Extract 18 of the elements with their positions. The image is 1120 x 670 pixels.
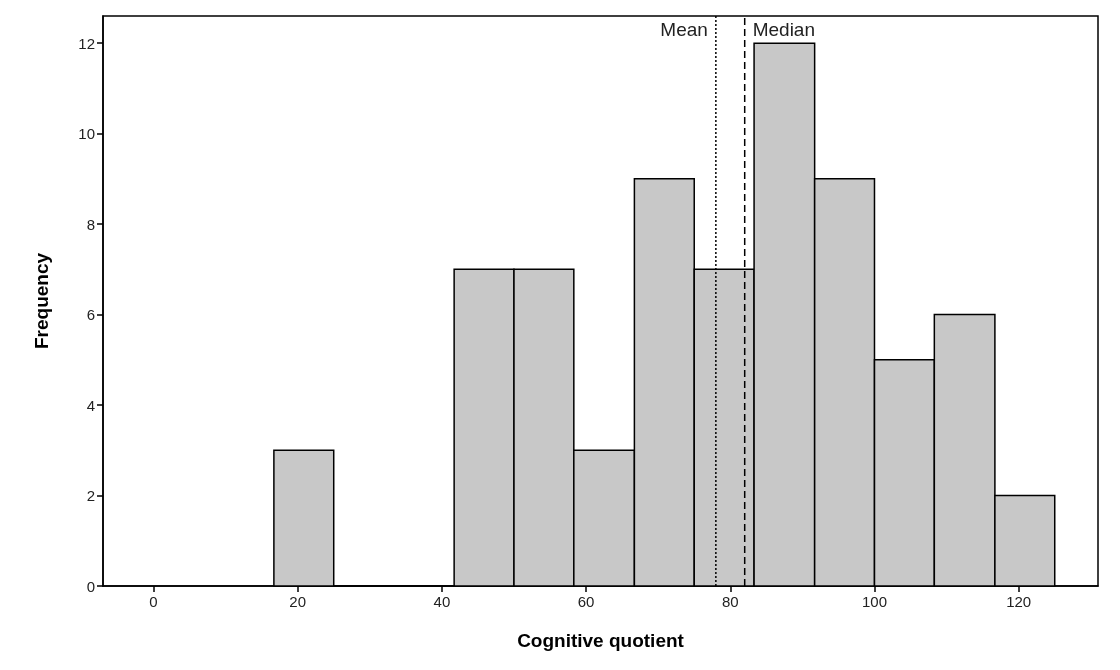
ref-line-label: Median (752, 19, 816, 40)
ref-line-label: Mean (660, 19, 708, 40)
y-tick-label: 8 (86, 215, 95, 233)
x-tick-label: 20 (289, 593, 307, 610)
x-tick-label: 40 (433, 593, 451, 610)
x-tick-label: 100 (861, 593, 887, 610)
x-tick-label: 120 (1006, 593, 1032, 610)
y-tick-label: 0 (86, 577, 95, 595)
y-tick-label: 4 (86, 396, 95, 414)
y-tick-label: 2 (86, 487, 95, 505)
y-tick-label: 6 (86, 306, 95, 324)
x-tick-label: 0 (149, 593, 158, 610)
x-tick-label: 60 (577, 593, 595, 610)
y-tick-label: 12 (78, 34, 95, 52)
y-axis-title: Frequency (31, 252, 52, 350)
y-tick-label: 10 (78, 125, 95, 143)
x-tick-label: 80 (721, 593, 739, 610)
x-axis-title: Cognitive quotient (517, 630, 685, 651)
